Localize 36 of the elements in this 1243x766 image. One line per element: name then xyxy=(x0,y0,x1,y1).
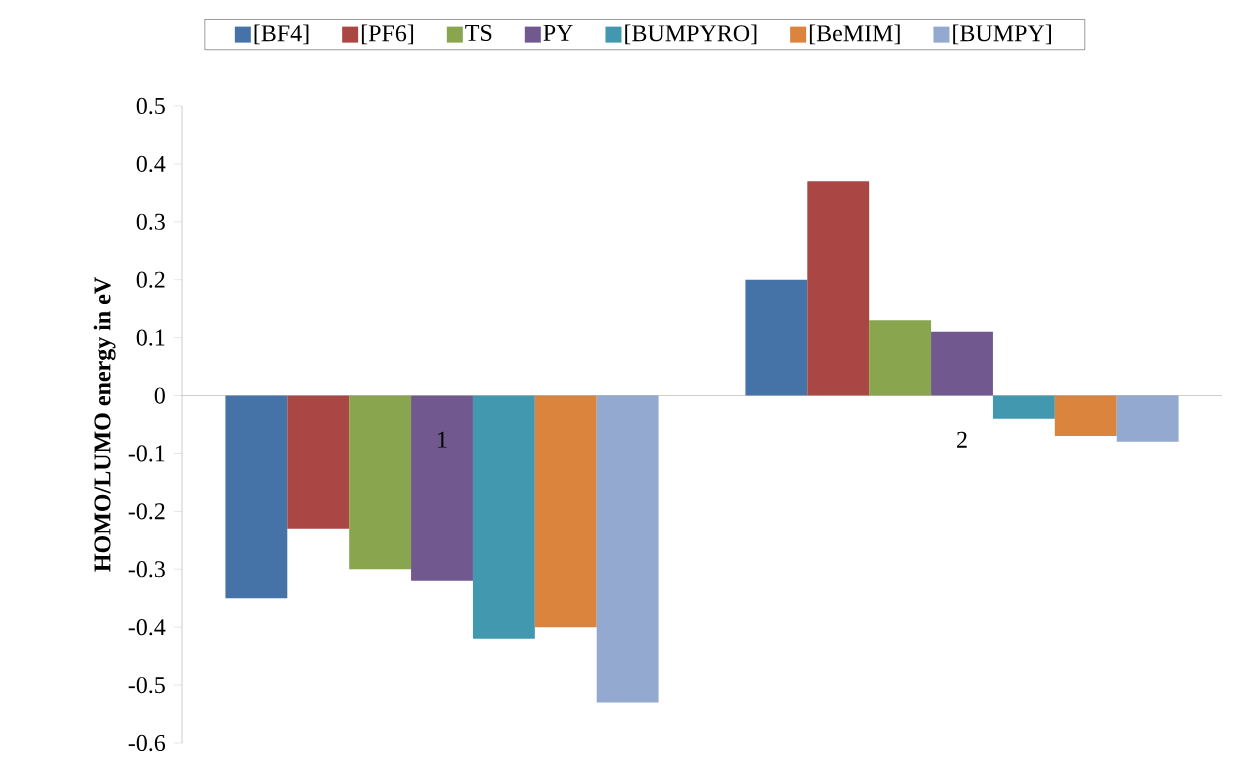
bar xyxy=(745,279,808,396)
x-tick-label: 2 xyxy=(957,431,967,448)
legend-label: [BeMIM] xyxy=(809,24,900,45)
y-tick-label: -0.1 xyxy=(128,445,165,462)
bar xyxy=(807,181,870,396)
bar xyxy=(225,395,288,599)
bar xyxy=(1054,395,1117,437)
bar xyxy=(534,395,597,628)
legend-label: [BUMPYRO] xyxy=(625,24,757,45)
legend-label: TS xyxy=(465,24,492,41)
bar xyxy=(992,395,1055,419)
bar xyxy=(472,395,535,639)
bar xyxy=(287,395,350,529)
bar xyxy=(411,395,473,581)
y-tick-label: 0.1 xyxy=(136,329,165,346)
bar xyxy=(869,320,932,396)
x-tick-label: 1 xyxy=(438,431,447,448)
bar xyxy=(596,395,659,703)
legend-label: [PF6] xyxy=(361,24,414,45)
legend-label: PY xyxy=(543,24,573,41)
y-axis-title: HOMO/LUMO energy in eV xyxy=(93,277,116,572)
y-tick-label: -0.6 xyxy=(128,734,166,752)
y-tick-label: 0.5 xyxy=(136,97,165,115)
y-tick-label: 0.2 xyxy=(136,271,165,288)
bar xyxy=(931,331,993,396)
legend-label: [BF4] xyxy=(254,24,309,45)
y-tick-label: -0.5 xyxy=(128,676,165,694)
y-tick-label: -0.4 xyxy=(128,619,166,636)
y-tick-label: 0.4 xyxy=(136,155,166,173)
bar xyxy=(349,395,412,570)
y-tick-label: 0.3 xyxy=(136,213,165,230)
legend-label: [BUMPY] xyxy=(953,24,1051,45)
y-tick-label: -0.2 xyxy=(128,503,165,520)
y-tick-label: -0.3 xyxy=(128,561,165,578)
y-tick-label: 0 xyxy=(154,387,165,404)
bar xyxy=(1116,395,1179,442)
